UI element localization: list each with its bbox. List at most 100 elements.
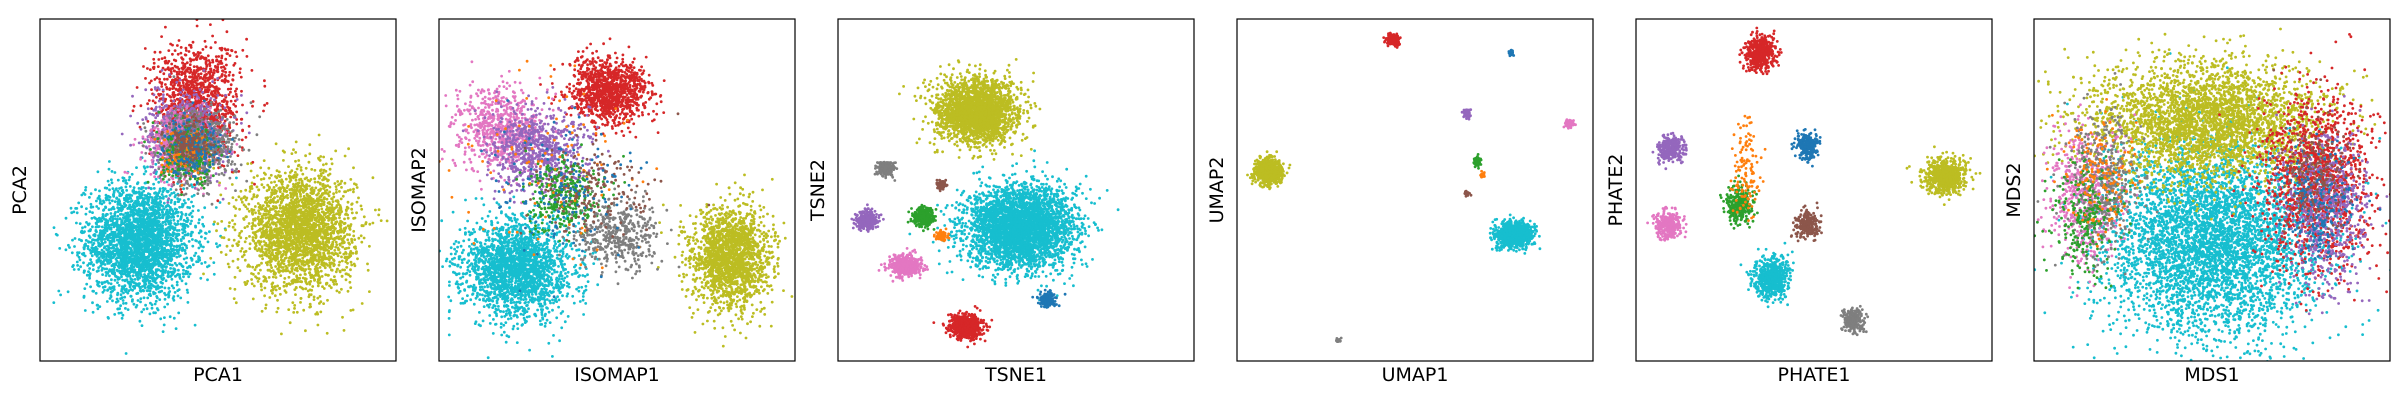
data-point: [86, 264, 90, 267]
data-point: [88, 236, 92, 239]
data-point: [282, 249, 286, 253]
data-point: [114, 221, 118, 225]
data-point: [292, 311, 296, 314]
data-point: [197, 218, 201, 222]
data-point: [125, 263, 129, 267]
data-point: [324, 237, 328, 240]
data-point: [282, 159, 285, 162]
data-point: [120, 204, 124, 208]
data-point: [178, 246, 182, 250]
data-point: [90, 246, 94, 250]
data-point: [331, 210, 335, 213]
data-point: [91, 205, 95, 209]
data-point: [322, 287, 326, 290]
data-point: [156, 210, 159, 214]
data-point: [291, 228, 295, 231]
data-point: [278, 206, 282, 210]
data-point: [102, 251, 106, 255]
data-point: [127, 289, 131, 293]
data-point: [287, 165, 290, 169]
data-point: [271, 275, 275, 279]
data-point: [162, 230, 166, 234]
data-point: [132, 217, 136, 221]
data-point: [162, 201, 166, 205]
data-point: [323, 213, 326, 217]
data-point: [141, 224, 144, 228]
data-point: [114, 188, 118, 191]
data-point: [334, 270, 338, 274]
data-point: [131, 298, 134, 302]
data-point: [91, 301, 94, 305]
data-point: [284, 253, 288, 257]
data-point: [120, 316, 124, 320]
data-point: [311, 274, 315, 278]
data-point: [350, 239, 354, 243]
data-point: [260, 288, 263, 292]
data-point: [287, 275, 291, 279]
data-point: [133, 285, 137, 289]
data-point: [150, 264, 154, 268]
data-point: [170, 277, 174, 281]
data-point: [179, 222, 183, 226]
data-point: [158, 298, 162, 301]
data-point: [158, 195, 162, 199]
data-point: [86, 222, 90, 226]
data-point: [95, 260, 99, 264]
data-point: [52, 301, 56, 304]
data-point: [151, 238, 155, 242]
data-point: [86, 245, 90, 248]
data-point: [319, 310, 323, 314]
data-point: [334, 240, 338, 244]
data-point: [109, 208, 113, 211]
data-point: [187, 197, 190, 201]
data-point: [153, 280, 157, 284]
data-point: [313, 267, 317, 271]
data-point: [88, 276, 91, 280]
data-point: [272, 234, 276, 238]
data-point: [152, 208, 156, 212]
data-point: [83, 287, 87, 290]
data-point: [323, 196, 326, 200]
data-point: [128, 283, 132, 287]
data-point: [167, 294, 171, 297]
data-point: [180, 205, 184, 209]
data-point: [86, 247, 90, 251]
data-point: [122, 291, 125, 295]
data-point: [87, 229, 91, 233]
data-point: [64, 216, 68, 220]
data-point: [106, 219, 110, 223]
data-point: [178, 198, 182, 201]
data-point: [186, 232, 190, 236]
data-point: [59, 293, 62, 297]
data-point: [140, 255, 144, 258]
data-point: [181, 231, 185, 235]
data-point: [265, 244, 268, 248]
data-point: [196, 260, 200, 263]
data-point: [200, 262, 204, 265]
data-point: [320, 230, 324, 233]
data-point: [158, 260, 161, 264]
data-point: [324, 243, 328, 247]
data-point: [309, 178, 313, 181]
data-point: [297, 184, 301, 188]
data-point: [327, 245, 330, 249]
data-point: [191, 263, 195, 267]
data-point: [268, 176, 271, 180]
data-point: [232, 297, 236, 300]
data-point: [124, 220, 127, 224]
data-point: [173, 291, 177, 294]
data-point: [316, 323, 320, 327]
data-point: [95, 303, 99, 307]
data-point: [145, 194, 149, 198]
data-point: [314, 207, 318, 210]
data-point: [138, 268, 142, 272]
data-point: [160, 289, 164, 293]
data-point: [151, 256, 155, 260]
data-point: [113, 171, 117, 174]
data-point: [144, 170, 148, 173]
data-point: [328, 212, 332, 216]
data-point: [255, 185, 259, 189]
data-point: [359, 204, 363, 208]
data-point: [226, 262, 230, 266]
data-point: [155, 287, 158, 291]
